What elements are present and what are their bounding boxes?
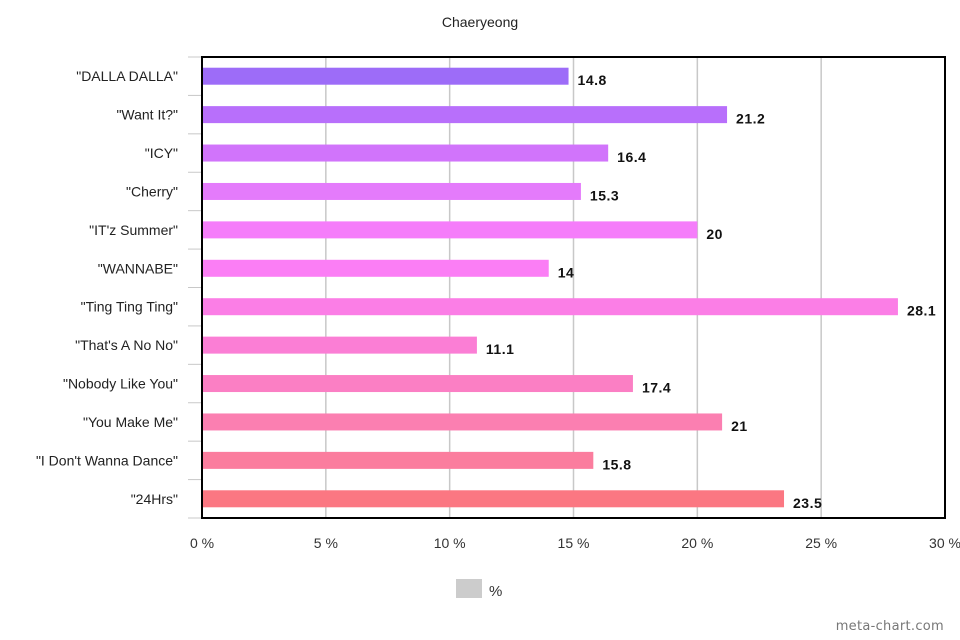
data-label: 11.1: [486, 341, 514, 357]
bar: [202, 336, 477, 354]
legend-label: %: [489, 583, 502, 600]
bar: [202, 413, 723, 431]
data-label: 14: [558, 264, 575, 280]
legend-swatch: [456, 579, 482, 598]
data-label: 14.8: [578, 72, 607, 88]
data-label: 23.5: [793, 495, 822, 511]
bar: [202, 182, 581, 200]
watermark: meta-chart.com: [835, 619, 944, 634]
data-label: 20: [706, 226, 723, 242]
legend: %: [456, 579, 502, 600]
category-label: "Want It?": [116, 107, 178, 123]
bar: [202, 298, 898, 316]
grid-lines: [188, 56, 822, 519]
bar: [202, 259, 549, 277]
category-label: "IT'z Summer": [89, 222, 178, 238]
category-label: "WANNABE": [98, 260, 178, 276]
bar: [202, 490, 785, 508]
x-tick-label: 0 %: [190, 535, 214, 551]
bars: [202, 67, 898, 508]
bar: [202, 106, 728, 124]
category-label: "I Don't Wanna Dance": [36, 452, 178, 468]
data-label: 17.4: [642, 380, 671, 396]
bar: [202, 451, 594, 469]
x-tick-label: 15 %: [558, 535, 590, 551]
category-label: "Cherry": [126, 183, 178, 199]
plot-area-border: [201, 56, 946, 519]
x-tick-label: 10 %: [434, 535, 466, 551]
chart-title: Chaeryeong: [442, 14, 518, 30]
category-label: "DALLA DALLA": [76, 68, 178, 84]
category-label: "That's A No No": [75, 337, 178, 353]
x-tick-label: 30 %: [929, 535, 960, 551]
data-label: 15.8: [602, 456, 631, 472]
bar: [202, 67, 569, 85]
data-label: 16.4: [617, 149, 646, 165]
data-label: 28.1: [907, 303, 936, 319]
data-label: 21: [731, 418, 748, 434]
x-tick-label: 20 %: [681, 535, 713, 551]
data-label: 15.3: [590, 187, 619, 203]
labels: 0 % 5 % 10 % 15 % 20 % 25 % 30 % "DALLA DALLA" 1…: [36, 68, 960, 551]
category-label: "You Make Me": [83, 414, 178, 430]
x-tick-label: 5 %: [314, 535, 338, 551]
category-label: "Ting Ting Ting": [81, 299, 178, 315]
x-tick-label: 25 %: [805, 535, 837, 551]
bar: [202, 221, 698, 239]
category-label: "24Hrs": [131, 491, 178, 507]
data-label: 21.2: [736, 111, 765, 127]
category-label: "ICY": [145, 145, 178, 161]
bar: [202, 375, 633, 393]
bar: [202, 144, 609, 162]
category-label: "Nobody Like You": [63, 376, 178, 392]
